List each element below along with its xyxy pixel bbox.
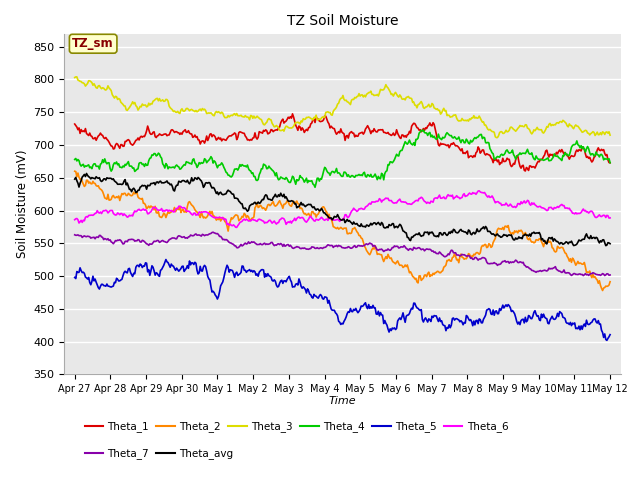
Legend: Theta_7, Theta_avg: Theta_7, Theta_avg: [81, 444, 237, 464]
Text: TZ_sm: TZ_sm: [72, 37, 114, 50]
Y-axis label: Soil Moisture (mV): Soil Moisture (mV): [16, 150, 29, 258]
X-axis label: Time: Time: [328, 396, 356, 406]
Title: TZ Soil Moisture: TZ Soil Moisture: [287, 14, 398, 28]
